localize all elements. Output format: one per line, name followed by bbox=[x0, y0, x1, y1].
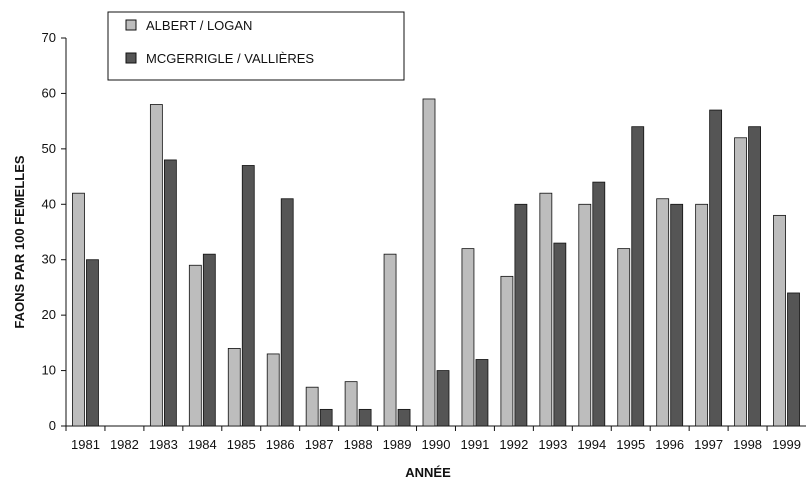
x-tick-label: 1999 bbox=[772, 437, 801, 452]
x-tick-label: 1995 bbox=[616, 437, 645, 452]
y-tick-label: 0 bbox=[49, 418, 56, 433]
bar-albert-logan-1987 bbox=[305, 386, 319, 427]
bars bbox=[72, 98, 800, 427]
bar-albert-logan-1992 bbox=[500, 275, 514, 427]
y-tick-label: 40 bbox=[42, 196, 56, 211]
x-tick-label: 1992 bbox=[499, 437, 528, 452]
bar-mcgerrigle-vallieres-1987 bbox=[319, 408, 333, 427]
bar-mcgerrigle-vallieres-1993 bbox=[553, 242, 567, 427]
y-tick-label: 30 bbox=[42, 252, 56, 267]
bar-mcgerrigle-vallieres-1989 bbox=[397, 408, 411, 427]
y-axis-label: FAONS PAR 100 FEMELLES bbox=[12, 155, 27, 328]
bar-albert-logan-1981 bbox=[72, 192, 85, 427]
x-tick-label: 1989 bbox=[383, 437, 412, 452]
bar-albert-logan-1991 bbox=[461, 248, 475, 427]
legend: ALBERT / LOGAN MCGERRIGLE / VALLIÈRES bbox=[107, 11, 405, 81]
bar-mcgerrigle-vallieres-1996 bbox=[670, 203, 684, 427]
y-tick-label: 50 bbox=[42, 141, 56, 156]
y-tick-label: 70 bbox=[42, 30, 56, 45]
y-axis: 0 10 20 30 40 50 60 70 bbox=[42, 30, 67, 433]
legend-swatch-albert-logan bbox=[125, 19, 137, 31]
bar-mcgerrigle-vallieres-1999 bbox=[787, 292, 800, 427]
legend-swatch-mcgerrigle-vallieres bbox=[125, 52, 137, 64]
bar-mcgerrigle-vallieres-1986 bbox=[280, 198, 294, 427]
legend-box bbox=[107, 11, 405, 81]
x-tick-label: 1987 bbox=[305, 437, 334, 452]
bar-albert-logan-1993 bbox=[539, 192, 553, 427]
x-tick-label: 1998 bbox=[733, 437, 762, 452]
x-tick-label: 1991 bbox=[460, 437, 489, 452]
x-tick-label: 1993 bbox=[538, 437, 567, 452]
x-tick-label: 1982 bbox=[110, 437, 139, 452]
bar-albert-logan-1994 bbox=[578, 203, 592, 427]
x-tick-label: 1996 bbox=[655, 437, 684, 452]
bar-albert-logan-1999 bbox=[773, 214, 786, 427]
x-tick-label: 1983 bbox=[149, 437, 178, 452]
legend-label-mcgerrigle-vallieres: MCGERRIGLE / VALLIÈRES bbox=[146, 51, 314, 66]
bar-albert-logan-1985 bbox=[227, 347, 241, 427]
x-tick-label: 1994 bbox=[577, 437, 606, 452]
bar-mcgerrigle-vallieres-1984 bbox=[202, 253, 216, 427]
y-tick-label: 10 bbox=[42, 363, 56, 378]
bar-mcgerrigle-vallieres-1988 bbox=[358, 408, 372, 427]
y-tick-label: 60 bbox=[42, 85, 56, 100]
x-axis-label: ANNÉE bbox=[405, 465, 451, 480]
bar-albert-logan-1997 bbox=[695, 203, 709, 427]
bar-albert-logan-1990 bbox=[422, 98, 436, 427]
bar-mcgerrigle-vallieres-1998 bbox=[748, 126, 761, 427]
bar-mcgerrigle-vallieres-1992 bbox=[514, 203, 528, 427]
x-tick-label: 1990 bbox=[422, 437, 451, 452]
bar-mcgerrigle-vallieres-1991 bbox=[475, 359, 489, 427]
x-tick-label: 1985 bbox=[227, 437, 256, 452]
x-tick-label: 1986 bbox=[266, 437, 295, 452]
bar-albert-logan-1989 bbox=[383, 253, 397, 427]
x-tick-label: 1997 bbox=[694, 437, 723, 452]
bar-albert-logan-1996 bbox=[656, 198, 670, 427]
bar-albert-logan-1995 bbox=[617, 248, 631, 427]
bar-albert-logan-1988 bbox=[344, 381, 358, 427]
bar-mcgerrigle-vallieres-1985 bbox=[241, 165, 255, 427]
bar-mcgerrigle-vallieres-1990 bbox=[436, 370, 450, 427]
x-tick-label: 1981 bbox=[71, 437, 100, 452]
legend-label-albert-logan: ALBERT / LOGAN bbox=[146, 18, 252, 33]
bar-mcgerrigle-vallieres-1983 bbox=[163, 159, 177, 427]
x-tick-label: 1984 bbox=[188, 437, 217, 452]
bar-mcgerrigle-vallieres-1995 bbox=[631, 126, 645, 427]
bar-albert-logan-1998 bbox=[734, 137, 747, 427]
bar-albert-logan-1983 bbox=[149, 104, 163, 427]
x-tick-label: 1988 bbox=[344, 437, 373, 452]
bar-mcgerrigle-vallieres-1981 bbox=[86, 259, 99, 427]
bar-mcgerrigle-vallieres-1994 bbox=[592, 181, 606, 427]
bar-albert-logan-1986 bbox=[266, 353, 280, 427]
y-tick-label: 20 bbox=[42, 307, 56, 322]
bar-albert-logan-1984 bbox=[188, 264, 202, 427]
x-axis: 1981 1982 1983 1984 1985 1986 1987 1988 1989 1990… bbox=[65, 425, 806, 452]
bar-mcgerrigle-vallieres-1997 bbox=[709, 109, 723, 427]
